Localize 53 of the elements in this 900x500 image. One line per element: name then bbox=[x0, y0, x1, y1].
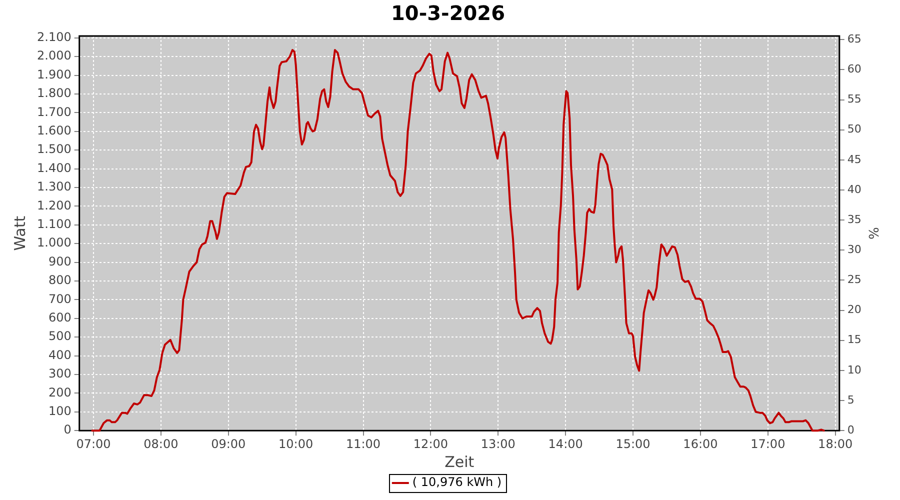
y2-axis-title: % bbox=[864, 227, 880, 240]
x-tick-label: 13:00 bbox=[480, 436, 516, 451]
y-tick-label: 1.000 bbox=[36, 236, 72, 250]
y-tick-label: 2.100 bbox=[36, 30, 72, 44]
y-tick-label: 100 bbox=[48, 404, 72, 418]
y-tick-label: 400 bbox=[48, 348, 72, 362]
y-tick-label: 1.800 bbox=[36, 86, 72, 100]
x-tick-label: 08:00 bbox=[144, 436, 178, 451]
chart-title: 10-3-2026 bbox=[390, 1, 506, 26]
y-tick-label: 500 bbox=[48, 329, 72, 344]
y-axis-title: Watt bbox=[10, 216, 29, 251]
y-tick-label: 700 bbox=[48, 292, 72, 306]
y2-tick-label: 65 bbox=[847, 32, 862, 46]
x-tick-label: 09:00 bbox=[211, 436, 246, 451]
y-tick-label: 1.700 bbox=[36, 104, 72, 119]
y2-tick-label: 40 bbox=[847, 182, 862, 196]
y-tick-label: 900 bbox=[48, 254, 72, 268]
y-tick-label: 1.100 bbox=[36, 217, 72, 232]
y2-tick-label: 15 bbox=[847, 333, 862, 346]
x-tick-label: 10:00 bbox=[278, 436, 314, 451]
y2-tick-label: 55 bbox=[847, 92, 862, 106]
y2-tick-label: 60 bbox=[847, 62, 862, 76]
y-tick-label: 2.000 bbox=[36, 48, 72, 63]
y2-tick-label: 0 bbox=[847, 423, 854, 436]
x-tick-label: 16:00 bbox=[683, 436, 718, 451]
x-axis-title: Zeit bbox=[444, 452, 474, 471]
y-tick-label: 1.200 bbox=[36, 198, 72, 212]
y2-tick-label: 10 bbox=[847, 363, 862, 376]
y2-tick-label: 35 bbox=[847, 212, 862, 226]
x-tick-label: 12:00 bbox=[413, 436, 448, 451]
y-tick-label: 0 bbox=[64, 422, 72, 437]
y-tick-label: 600 bbox=[48, 310, 72, 325]
y-tick-label: 1.600 bbox=[36, 124, 72, 138]
x-tick-label: 15:00 bbox=[616, 436, 650, 451]
y2-tick-label: 30 bbox=[847, 243, 862, 256]
y-tick-label: 1.500 bbox=[36, 142, 72, 156]
y-tick-label: 1.400 bbox=[36, 160, 72, 175]
x-tick-label: 11:00 bbox=[346, 436, 381, 451]
y-tick-label: 200 bbox=[48, 385, 72, 400]
y2-tick-label: 45 bbox=[847, 152, 862, 166]
y-tick-label: 1.300 bbox=[36, 180, 72, 194]
x-tick-label: 18:00 bbox=[818, 436, 853, 451]
y2-tick-label: 20 bbox=[847, 303, 862, 316]
legend-label: ( 10,976 kWh ) bbox=[412, 475, 502, 490]
x-tick-label: 07:00 bbox=[76, 436, 111, 451]
x-tick-label: 17:00 bbox=[750, 436, 786, 451]
y-tick-label: 1.900 bbox=[36, 67, 72, 82]
y-tick-label: 800 bbox=[48, 273, 72, 288]
x-tick-label: 14:00 bbox=[548, 436, 583, 451]
y2-tick-label: 25 bbox=[847, 273, 862, 286]
y-tick-label: 300 bbox=[48, 366, 72, 381]
y2-tick-label: 5 bbox=[847, 393, 854, 406]
y2-tick-label: 50 bbox=[847, 122, 862, 136]
